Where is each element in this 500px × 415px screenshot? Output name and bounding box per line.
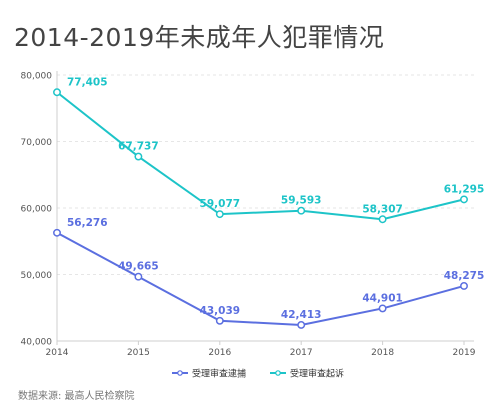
data-label: 48,275 <box>444 270 485 282</box>
legend: 受理审查逮捕 受理审查起诉 <box>172 368 344 380</box>
data-labels: 56,276 49,665 43,039 42,413 44,901 48,275 77,4… <box>67 76 484 321</box>
data-point <box>53 228 61 237</box>
legend-marker-2 <box>275 370 281 376</box>
y-tick-label: 70,000 <box>21 138 53 148</box>
data-label: 59,077 <box>200 198 241 210</box>
data-label: 49,665 <box>118 261 159 273</box>
data-point <box>53 88 61 97</box>
data-point <box>378 304 387 313</box>
x-tick-label: 2014 <box>46 348 69 358</box>
data-label: 58,307 <box>362 203 403 215</box>
series-line-1 <box>56 231 465 326</box>
series-points <box>53 88 468 329</box>
data-label: 61,295 <box>444 183 485 195</box>
data-label: 42,413 <box>281 309 322 321</box>
series-line-2 <box>56 91 465 221</box>
y-axis: 40,000 50,000 60,000 70,000 80,000 <box>21 71 58 348</box>
data-point <box>297 321 306 329</box>
x-tick-label: 2018 <box>371 348 394 358</box>
legend-label-2: 受理审查起诉 <box>290 368 344 380</box>
series-lines <box>56 91 465 326</box>
y-tick-label: 50,000 <box>21 271 53 281</box>
data-label: 67,737 <box>118 141 159 153</box>
data-point <box>378 215 387 224</box>
y-tick-label: 40,000 <box>21 338 53 348</box>
source-note: 数据来源: 最高人民检察院 <box>18 391 135 402</box>
y-tick-label: 60,000 <box>21 205 53 215</box>
x-tick-label: 2019 <box>453 348 476 358</box>
data-label: 44,901 <box>362 292 403 304</box>
y-tick-label: 80,000 <box>21 72 53 82</box>
grid-lines <box>57 74 474 275</box>
x-axis: 2014 2015 2016 2017 2018 2019 <box>46 340 476 358</box>
data-point <box>215 316 224 325</box>
data-label: 77,405 <box>67 76 108 88</box>
data-point <box>134 152 143 161</box>
data-point <box>460 195 468 204</box>
data-point <box>134 272 143 281</box>
x-tick-label: 2015 <box>127 348 150 358</box>
data-label: 43,039 <box>200 305 241 317</box>
data-point <box>460 282 468 290</box>
x-tick-label: 2016 <box>208 348 231 358</box>
data-label: 56,276 <box>67 217 108 229</box>
x-tick-label: 2017 <box>290 348 313 358</box>
data-label: 59,593 <box>281 195 322 207</box>
legend-marker-1 <box>177 370 183 376</box>
chart-title: 2014-2019年未成年人犯罪情况 <box>14 23 385 52</box>
data-point <box>215 210 224 219</box>
data-point <box>297 206 306 215</box>
legend-label-1: 受理审查逮捕 <box>192 368 246 380</box>
